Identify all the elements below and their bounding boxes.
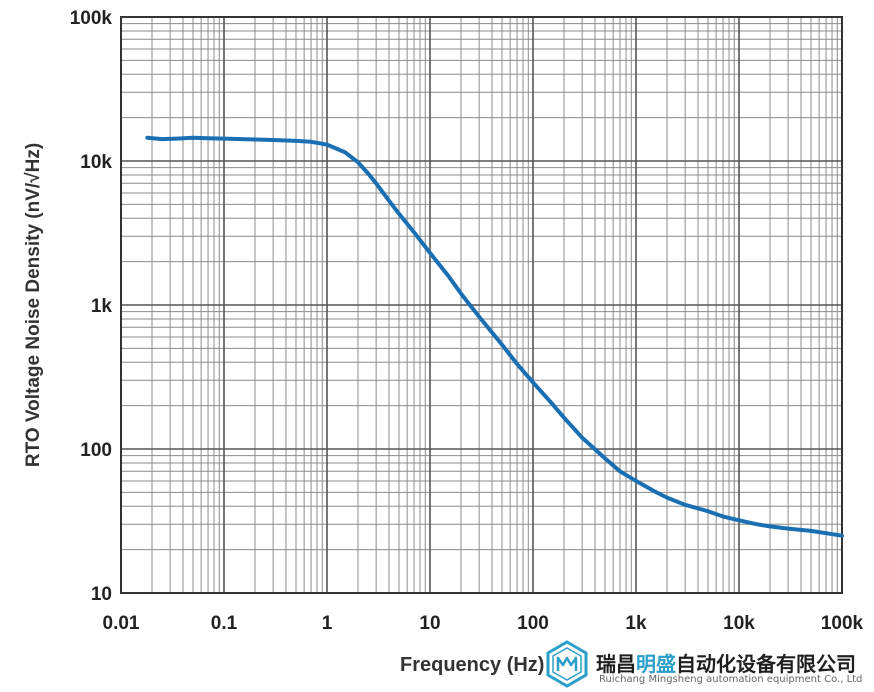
company-name-watermark: 瑞昌明盛自动化设备有限公司 <box>596 652 856 676</box>
data-point <box>309 140 313 144</box>
data-point <box>412 230 416 234</box>
x-tick-label: 100k <box>821 613 864 634</box>
data-point <box>240 137 244 141</box>
data-point <box>374 181 378 185</box>
data-point <box>721 514 725 518</box>
x-tick-label: 0.1 <box>211 613 238 634</box>
data-point <box>683 503 687 507</box>
data-point <box>562 416 566 420</box>
data-point <box>343 150 347 154</box>
data-point <box>294 139 298 143</box>
data-point <box>397 212 401 216</box>
data-point <box>428 251 432 255</box>
data-point <box>768 524 772 528</box>
data-point <box>356 160 360 164</box>
y-tick-label: 10 <box>91 584 112 605</box>
company-logo-icon <box>546 640 588 688</box>
y-tick-label: 100k <box>70 8 113 29</box>
data-point <box>222 137 226 141</box>
data-point <box>809 529 813 533</box>
data-point <box>786 527 790 531</box>
company-english-name-watermark: Ruichang Mingsheng automation equipment … <box>599 674 863 685</box>
data-point <box>446 274 450 278</box>
data-point <box>755 522 759 526</box>
data-point <box>206 136 210 140</box>
data-point <box>549 401 553 405</box>
data-point <box>175 137 179 141</box>
x-tick-label: 100 <box>517 613 549 634</box>
data-point <box>387 199 391 203</box>
data-point <box>737 518 741 522</box>
y-tick-label: 10k <box>80 152 112 173</box>
noise-density-series-line <box>145 135 844 538</box>
x-tick-label: 1 <box>322 613 333 634</box>
data-point <box>477 315 481 319</box>
data-point <box>665 496 669 500</box>
data-point <box>459 292 463 296</box>
data-point <box>706 509 710 513</box>
x-tick-label: 10 <box>419 613 440 634</box>
data-point <box>580 436 584 440</box>
data-point <box>531 380 535 384</box>
data-point <box>253 138 257 142</box>
x-tick-label: 0.01 <box>103 613 140 634</box>
data-point <box>634 479 638 483</box>
data-point <box>366 171 370 175</box>
y-tick-label: 1k <box>91 296 113 317</box>
y-axis-label: RTO Voltage Noise Density (nV/√Hz) <box>23 143 44 467</box>
data-point <box>652 489 656 493</box>
data-point <box>160 137 164 141</box>
data-point <box>515 362 519 366</box>
y-tick-label: 100 <box>80 440 112 461</box>
data-point <box>191 136 195 140</box>
grid <box>120 16 843 594</box>
plot-frame <box>120 16 843 594</box>
data-point <box>500 343 504 347</box>
data-point <box>840 534 844 538</box>
data-point <box>271 138 275 142</box>
data-point <box>824 531 828 535</box>
x-tick-label: 1k <box>625 613 647 634</box>
data-point <box>325 143 329 147</box>
x-tick-label: 10k <box>723 613 755 634</box>
data-point <box>618 469 622 473</box>
x-axis-label: Frequency (Hz) <box>400 654 545 676</box>
data-point <box>603 456 607 460</box>
data-point <box>145 136 149 140</box>
